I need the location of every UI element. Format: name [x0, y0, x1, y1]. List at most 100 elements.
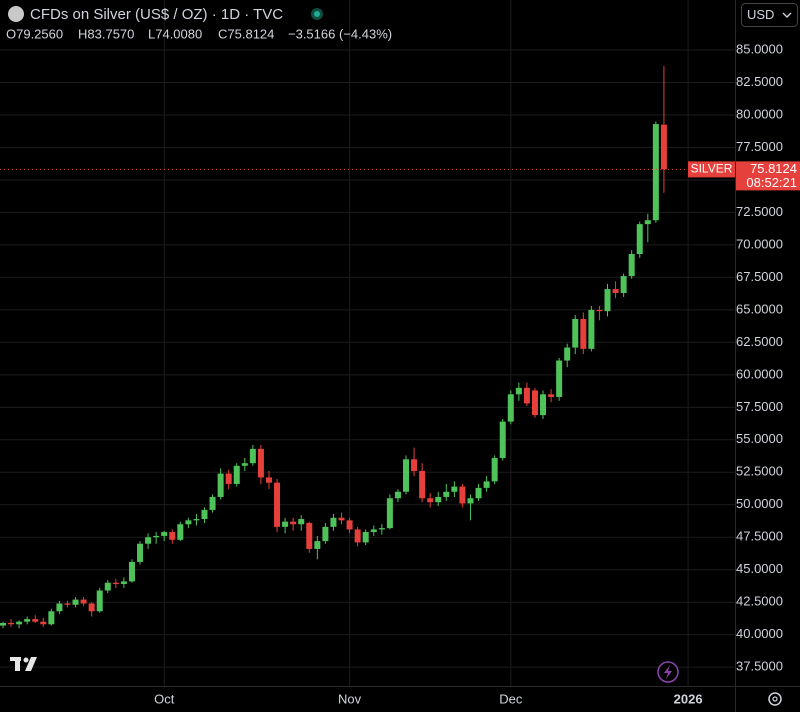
plot-area	[0, 0, 735, 686]
y-tick-label: 52.5000	[736, 464, 783, 479]
candle-body	[40, 621, 47, 625]
candle-body	[290, 521, 297, 525]
candle-body	[435, 496, 442, 503]
candle-body	[660, 124, 667, 170]
candle-body	[604, 289, 611, 312]
dropdown-arrow	[782, 12, 792, 18]
candle-body	[491, 457, 498, 482]
candle-body	[419, 470, 426, 499]
candle-body	[467, 498, 474, 504]
candle-body	[403, 459, 409, 492]
candle-body	[338, 517, 345, 521]
x-tick-label: Nov	[338, 691, 362, 706]
candle-body	[483, 481, 490, 488]
y-tick-label: 45.0000	[736, 561, 783, 576]
candle-body	[443, 491, 450, 497]
candle-body	[572, 318, 579, 348]
ohlc-change: −3.5166 (−4.43%)	[288, 26, 392, 41]
chart-title: CFDs on Silver (US$ / OZ) · 1D · TVC	[30, 6, 283, 23]
candle-body	[145, 537, 152, 544]
y-tick-label: 62.5000	[736, 334, 783, 349]
candle-body	[24, 619, 31, 622]
candle-body	[32, 619, 39, 622]
lightning-icon	[664, 665, 672, 679]
candle-body	[346, 520, 353, 530]
candle-body	[451, 486, 458, 492]
currency-dropdown[interactable]	[741, 3, 798, 27]
candle-body	[161, 532, 168, 536]
candle-body	[120, 581, 127, 585]
ohlc-low: L74.0080	[148, 26, 202, 41]
candle-body	[88, 603, 95, 612]
candle-body	[459, 486, 466, 504]
candle-body	[16, 621, 23, 625]
candle-body	[580, 318, 587, 349]
symbol-tag: SILVER	[691, 162, 733, 176]
candle-body	[8, 622, 15, 625]
y-tick-label: 80.0000	[736, 106, 783, 121]
candle-body	[274, 482, 281, 527]
candle-body	[620, 276, 627, 293]
candle-body	[233, 465, 240, 484]
candle-body	[507, 394, 514, 422]
candle-body	[225, 473, 232, 484]
y-tick-label: 82.5000	[736, 74, 783, 89]
candle-body	[612, 289, 619, 293]
symbol-tag-box	[688, 161, 735, 178]
x-tick-label: Dec	[499, 691, 523, 706]
settings-button[interactable]	[768, 692, 782, 706]
countdown: 08:52:21	[746, 175, 797, 190]
candle-body	[249, 448, 256, 464]
currency-label[interactable]: USD	[747, 7, 774, 22]
y-tick-label: 42.5000	[736, 594, 783, 609]
candle-body	[96, 590, 103, 612]
candle-body	[386, 498, 393, 529]
ohlc-open: O79.2560	[6, 26, 63, 41]
candle-body	[298, 519, 305, 525]
candle-body	[314, 541, 321, 549]
tradingview-logo	[10, 657, 37, 671]
y-tick-label: 85.0000	[736, 41, 783, 56]
candle-body	[80, 599, 87, 604]
y-tick-label: 50.0000	[736, 496, 783, 511]
candle-body	[540, 394, 547, 416]
candle-body	[628, 254, 635, 277]
candle-body	[282, 521, 289, 527]
candle-body	[523, 387, 530, 404]
candle-body	[394, 491, 401, 499]
candle-body	[128, 561, 135, 582]
price-tag: 75.8124	[750, 161, 797, 176]
candle-body	[556, 360, 563, 397]
y-tick-label: 65.0000	[736, 301, 783, 316]
candle-body	[636, 224, 643, 255]
candle-body	[362, 532, 369, 543]
candle-body	[64, 603, 71, 605]
symbol-icon	[8, 6, 24, 22]
candle-body	[137, 543, 144, 562]
ohlc-close: C75.8124	[218, 26, 274, 41]
candle-body	[48, 611, 55, 625]
candle-body	[306, 522, 313, 549]
y-tick-label: 37.5000	[736, 659, 783, 674]
y-tick-label: 60.0000	[736, 366, 783, 381]
candle-body	[564, 347, 571, 361]
candle-body	[209, 496, 216, 510]
y-tick-label: 70.0000	[736, 236, 783, 251]
y-tick-label: 67.5000	[736, 269, 783, 284]
candle-body	[193, 519, 200, 521]
ohlc-high: H83.7570	[78, 26, 134, 41]
candle-body	[201, 509, 208, 520]
candle-body	[72, 599, 79, 605]
candle-body	[652, 124, 659, 221]
candle-body	[475, 487, 482, 499]
y-tick-label: 55.0000	[736, 431, 783, 446]
candle-body	[596, 309, 603, 312]
candle-body	[217, 473, 224, 497]
candle-body	[177, 524, 184, 540]
x-tick-label: 2026	[674, 691, 703, 706]
settings-icon	[772, 696, 778, 702]
y-tick-label: 47.5000	[736, 529, 783, 544]
y-tick-label: 72.5000	[736, 204, 783, 219]
candle-body	[322, 526, 329, 542]
